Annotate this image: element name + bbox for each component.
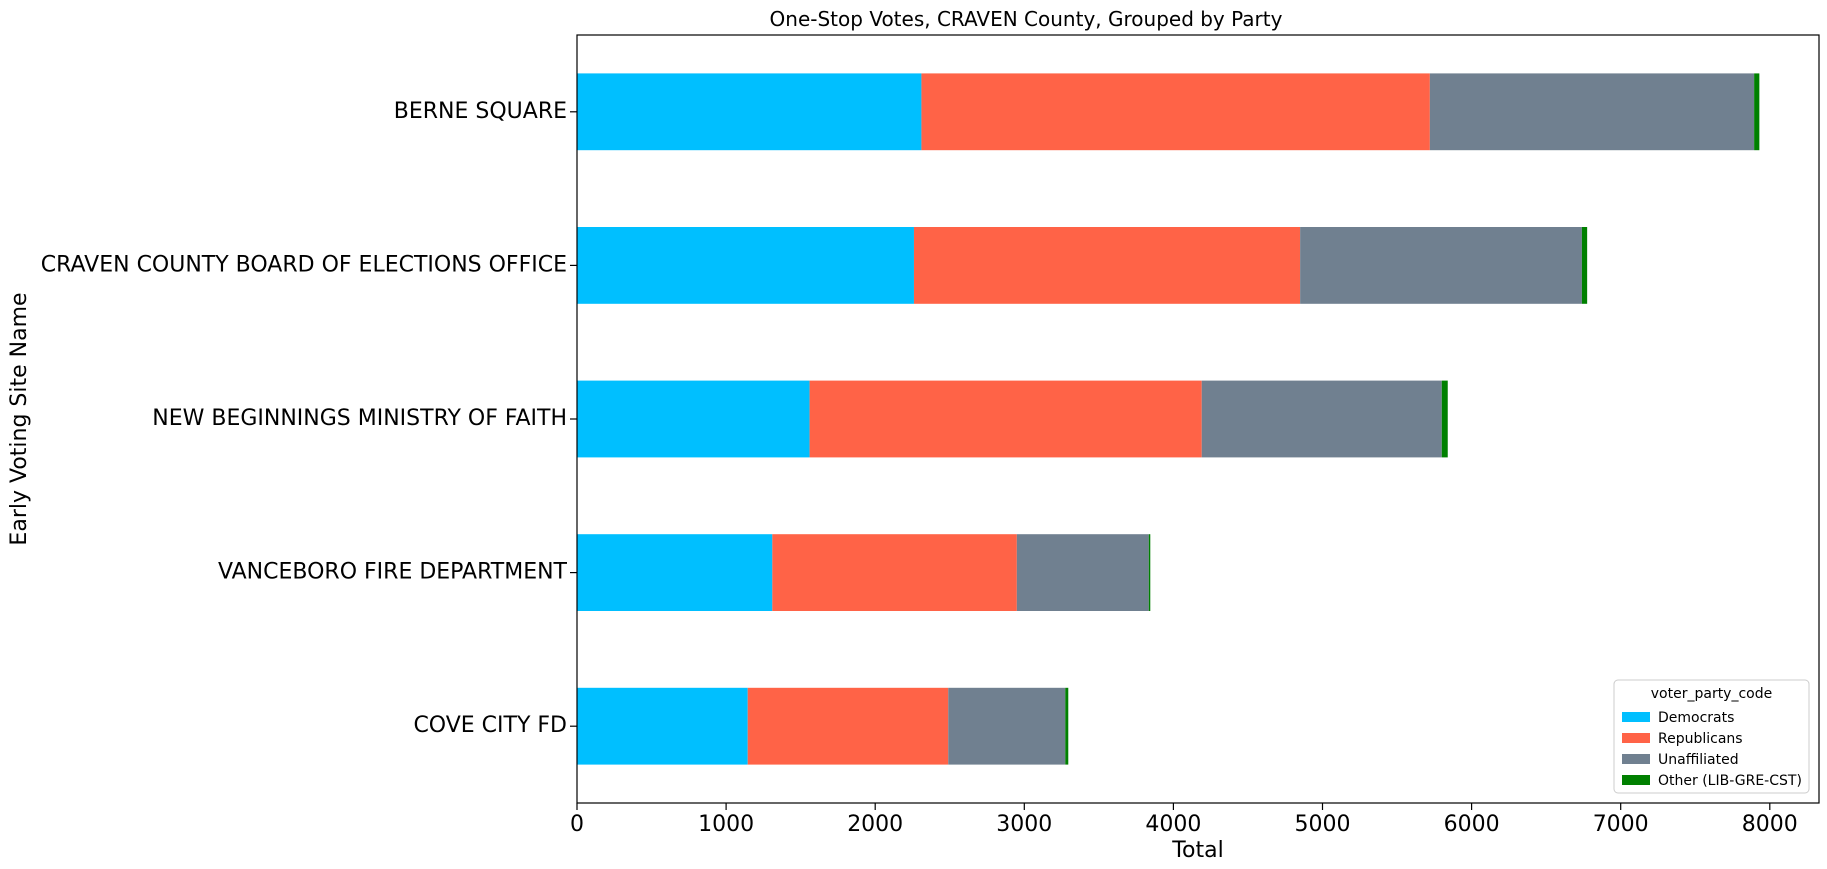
bar-1-series-4 xyxy=(1754,73,1760,151)
y-tick-label: VANCEBORO FIRE DEPARTMENT xyxy=(218,560,568,585)
x-tick-label: 3000 xyxy=(996,812,1052,837)
legend-entry: Democrats xyxy=(1658,710,1734,726)
y-tick-label: COVE CITY FD xyxy=(413,713,567,738)
bar-5-series-4 xyxy=(1065,687,1069,765)
y-tick-label: NEW BEGINNINGS MINISTRY OF FAITH xyxy=(152,406,567,431)
legend-swatch xyxy=(1622,754,1650,764)
x-axis: 0 1000 2000 3000 4000 5000 6000 7000 8000 xyxy=(570,803,1798,837)
x-tick-label: 0 xyxy=(570,812,584,837)
y-tick-label: CRAVEN COUNTY BOARD OF ELECTIONS OFFICE xyxy=(41,252,567,277)
x-axis-title: Total xyxy=(1171,838,1223,863)
y-axis-title: Early Voting Site Name xyxy=(7,292,32,545)
x-tick-label: 6000 xyxy=(1444,812,1500,837)
bar-2-series-4 xyxy=(1581,227,1588,304)
x-tick-label: 5000 xyxy=(1294,812,1350,837)
legend-swatch xyxy=(1622,775,1650,785)
legend: voter_party_code Democrats Republicans Unaf… xyxy=(1613,679,1810,794)
bar-2-series-3 xyxy=(1300,227,1582,304)
y-tick-label: BERNE SQUARE xyxy=(394,99,567,124)
bar-5-series-3 xyxy=(948,687,1066,765)
x-tick-label: 4000 xyxy=(1145,812,1201,837)
bar-3-series-3 xyxy=(1201,380,1442,458)
legend-box xyxy=(1613,679,1810,794)
bar-3-series-4 xyxy=(1441,380,1448,458)
bar-2-series-1 xyxy=(577,227,914,304)
bar-2-series-2 xyxy=(913,227,1301,304)
bar-4-series-3 xyxy=(1016,534,1149,611)
bar-1-series-2 xyxy=(921,73,1430,151)
bar-4-series-1 xyxy=(577,534,773,611)
legend-swatch xyxy=(1622,712,1650,722)
x-tick-label: 2000 xyxy=(847,812,903,837)
bar-4-series-2 xyxy=(772,534,1017,611)
bar-3-series-1 xyxy=(577,380,810,458)
bar-5-series-1 xyxy=(577,687,748,765)
bar-1-series-1 xyxy=(577,73,922,151)
y-axis: BERNE SQUARE CRAVEN COUNTY BOARD OF ELECT… xyxy=(41,99,577,738)
legend-entry: Unaffiliated xyxy=(1658,752,1739,768)
bar-5-series-2 xyxy=(747,687,949,765)
legend-swatch xyxy=(1622,733,1650,743)
plot-area xyxy=(577,73,1760,765)
x-tick-label: 8000 xyxy=(1742,812,1798,837)
chart-title: One-Stop Votes, CRAVEN County, Grouped b… xyxy=(770,7,1283,31)
bar-4-series-4 xyxy=(1148,534,1151,611)
legend-entry: Other (LIB-GRE-CST) xyxy=(1658,773,1802,789)
x-tick-label: 1000 xyxy=(698,812,754,837)
x-tick-label: 7000 xyxy=(1593,812,1649,837)
bar-3-series-2 xyxy=(809,380,1202,458)
bar-1-series-3 xyxy=(1429,73,1755,151)
legend-title: voter_party_code xyxy=(1651,686,1772,702)
legend-entry: Republicans xyxy=(1658,731,1743,747)
